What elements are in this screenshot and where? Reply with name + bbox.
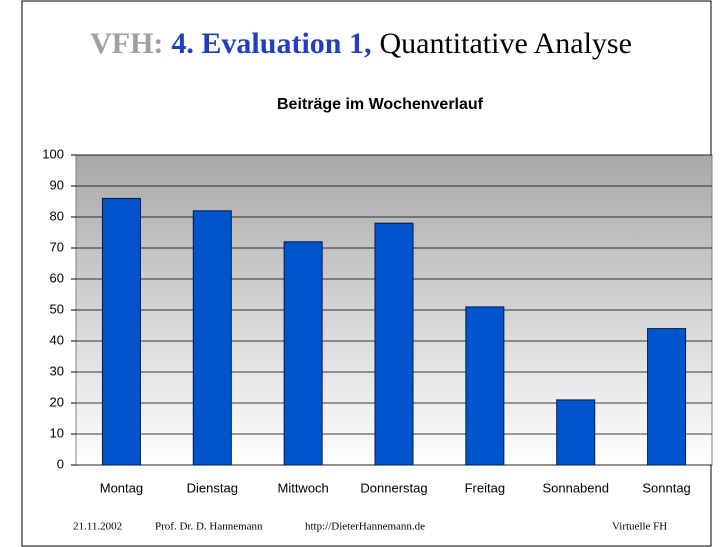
title-prefix: VFH: xyxy=(90,27,163,60)
bar xyxy=(647,328,687,466)
x-tick-label: Mittwoch xyxy=(277,480,328,495)
y-tick-label: 10 xyxy=(50,425,64,440)
y-tick-label: 50 xyxy=(50,301,64,316)
y-tick-label: 80 xyxy=(50,208,64,223)
slide-title: VFH: 4. Evaluation 1, Quantitative Analyse xyxy=(90,27,632,60)
x-tick-label: Sonnabend xyxy=(542,480,609,495)
footer-org: Virtuelle FH xyxy=(612,521,667,533)
x-tick-label: Sonntag xyxy=(642,480,690,495)
y-tick-label: 40 xyxy=(50,332,64,347)
bar xyxy=(101,197,141,466)
footer-url: http://DieterHannemann.de xyxy=(305,521,425,533)
x-tick-label: Donnerstag xyxy=(360,480,427,495)
title-highlight: 4. Evaluation 1, xyxy=(171,27,371,60)
bar xyxy=(192,210,232,466)
bar xyxy=(556,399,596,466)
y-tick-label: 0 xyxy=(57,456,64,471)
y-tick-label: 90 xyxy=(50,177,64,192)
y-tick-label: 30 xyxy=(50,363,64,378)
bar xyxy=(374,222,414,466)
title-rest: Quantitative Analyse xyxy=(379,27,631,60)
bar xyxy=(465,306,505,466)
y-tick-label: 100 xyxy=(42,146,64,161)
y-tick-label: 60 xyxy=(50,270,64,285)
footer-date: 21.11.2002 xyxy=(73,521,122,533)
chart-title: Beiträge im Wochenverlauf xyxy=(277,96,484,113)
footer-author: Prof. Dr. D. Hannemann xyxy=(155,521,263,533)
y-tick-label: 20 xyxy=(50,394,64,409)
bar xyxy=(283,241,323,466)
x-tick-label: Dienstag xyxy=(187,480,238,495)
y-tick-label: 70 xyxy=(50,239,64,254)
x-tick-label: Montag xyxy=(100,480,143,495)
x-tick-label: Freitag xyxy=(465,480,505,495)
